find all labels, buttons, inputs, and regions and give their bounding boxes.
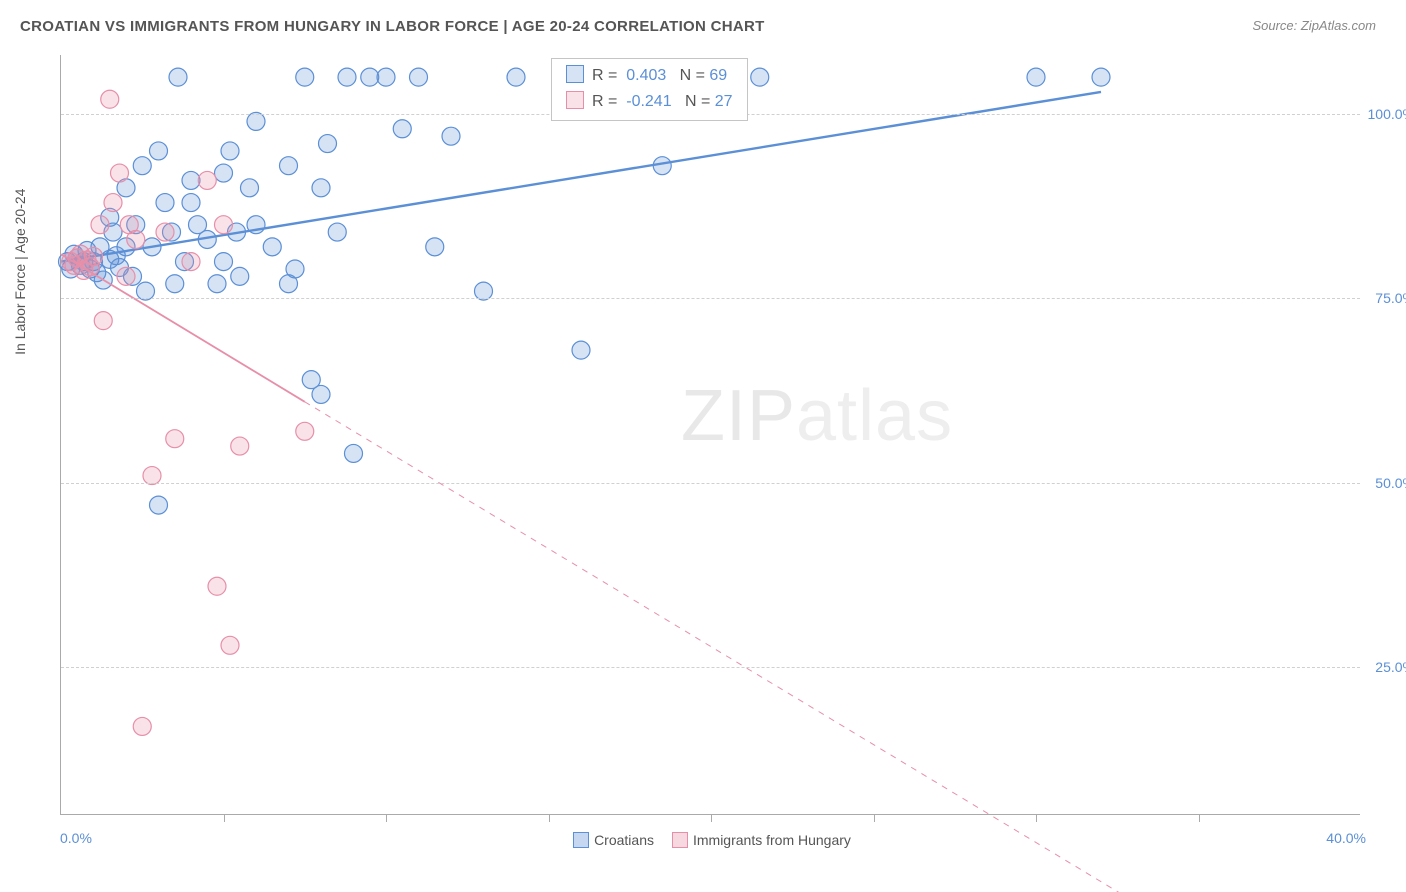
r-value-hungary: -0.241 (626, 93, 671, 110)
stats-row-hungary: R = -0.241 N = 27 (566, 89, 733, 115)
y-tick-label: 100.0% (1368, 106, 1406, 122)
data-point-croatians (361, 68, 379, 86)
data-point-hungary (156, 223, 174, 241)
data-point-croatians (377, 68, 395, 86)
n-value-hungary: 27 (715, 93, 733, 110)
data-point-croatians (475, 282, 493, 300)
plot-area: ZIPatlas 25.0%50.0%75.0%100.0% (60, 55, 1360, 815)
data-point-croatians (247, 112, 265, 130)
data-point-croatians (215, 164, 233, 182)
data-point-croatians (241, 179, 259, 197)
swatch-hungary (566, 91, 584, 109)
n-value-croatians: 69 (709, 67, 727, 84)
data-point-hungary (117, 267, 135, 285)
data-point-hungary (208, 577, 226, 595)
data-point-hungary (198, 171, 216, 189)
data-point-hungary (104, 194, 122, 212)
data-point-croatians (319, 135, 337, 153)
data-point-hungary (166, 430, 184, 448)
gridline (61, 483, 1360, 484)
data-point-croatians (156, 194, 174, 212)
legend-bottom: Croatians Immigrants from Hungary (0, 832, 1406, 848)
legend-label: Immigrants from Hungary (693, 832, 851, 848)
data-point-croatians (166, 275, 184, 293)
x-tick (549, 814, 550, 822)
data-point-hungary (111, 164, 129, 182)
x-tick (224, 814, 225, 822)
y-tick-label: 25.0% (1375, 659, 1406, 675)
y-tick-label: 75.0% (1375, 290, 1406, 306)
data-point-croatians (345, 444, 363, 462)
data-point-croatians (208, 275, 226, 293)
data-point-hungary (182, 253, 200, 271)
stats-row-croatians: R = 0.403 N = 69 (566, 63, 733, 89)
data-point-croatians (182, 171, 200, 189)
x-tick (711, 814, 712, 822)
data-point-croatians (410, 68, 428, 86)
r-value-croatians: 0.403 (626, 67, 666, 84)
y-axis-title: In Labor Force | Age 20-24 (12, 189, 28, 355)
chart-svg (61, 55, 1360, 814)
data-point-croatians (442, 127, 460, 145)
data-point-croatians (286, 260, 304, 278)
data-point-croatians (280, 157, 298, 175)
correlation-stats-box: R = 0.403 N = 69R = -0.241 N = 27 (551, 58, 748, 121)
data-point-croatians (312, 385, 330, 403)
data-point-hungary (85, 247, 103, 265)
data-point-croatians (1092, 68, 1110, 86)
legend-label: Croatians (594, 832, 654, 848)
trend-extrap-hungary (305, 402, 1199, 892)
data-point-croatians (426, 238, 444, 256)
data-point-croatians (296, 68, 314, 86)
data-point-croatians (137, 282, 155, 300)
gridline (61, 298, 1360, 299)
data-point-hungary (143, 467, 161, 485)
data-point-hungary (101, 90, 119, 108)
data-point-croatians (393, 120, 411, 138)
x-tick (1036, 814, 1037, 822)
data-point-croatians (1027, 68, 1045, 86)
data-point-croatians (572, 341, 590, 359)
chart-title: CROATIAN VS IMMIGRANTS FROM HUNGARY IN L… (20, 18, 765, 35)
legend-swatch (672, 832, 688, 848)
data-point-croatians (133, 157, 151, 175)
legend-swatch (573, 832, 589, 848)
data-point-croatians (182, 194, 200, 212)
data-point-hungary (215, 216, 233, 234)
x-tick (386, 814, 387, 822)
data-point-croatians (263, 238, 281, 256)
data-point-hungary (127, 230, 145, 248)
data-point-hungary (221, 636, 239, 654)
data-point-hungary (94, 312, 112, 330)
data-point-croatians (150, 496, 168, 514)
data-point-croatians (338, 68, 356, 86)
source-attribution: Source: ZipAtlas.com (1252, 18, 1376, 33)
data-point-croatians (150, 142, 168, 160)
data-point-croatians (221, 142, 239, 160)
data-point-croatians (751, 68, 769, 86)
data-point-hungary (133, 717, 151, 735)
chart-container: CROATIAN VS IMMIGRANTS FROM HUNGARY IN L… (0, 0, 1406, 892)
data-point-croatians (169, 68, 187, 86)
swatch-croatians (566, 65, 584, 83)
data-point-croatians (215, 253, 233, 271)
x-tick (1199, 814, 1200, 822)
data-point-croatians (507, 68, 525, 86)
x-tick (874, 814, 875, 822)
data-point-hungary (231, 437, 249, 455)
data-point-croatians (312, 179, 330, 197)
data-point-croatians (231, 267, 249, 285)
data-point-croatians (328, 223, 346, 241)
data-point-hungary (91, 216, 109, 234)
data-point-hungary (296, 422, 314, 440)
gridline (61, 667, 1360, 668)
y-tick-label: 50.0% (1375, 475, 1406, 491)
